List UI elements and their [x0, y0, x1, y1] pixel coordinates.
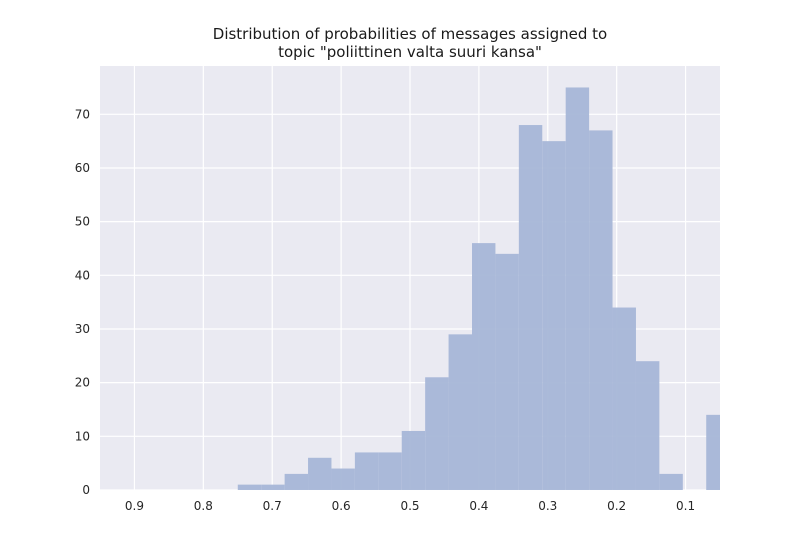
histogram-bar	[331, 468, 355, 490]
x-tick-label: 0.4	[469, 499, 488, 513]
histogram-bar	[308, 457, 332, 490]
histogram-bar	[565, 87, 590, 490]
y-tick-label: 30	[75, 322, 90, 336]
histogram-bar	[495, 253, 519, 490]
histogram-bar	[378, 452, 402, 490]
histogram-bar	[635, 361, 660, 490]
x-tick-label: 0.9	[125, 499, 144, 513]
y-tick-label: 50	[75, 215, 90, 229]
y-tick-label: 10	[75, 429, 90, 443]
histogram-bar	[518, 125, 543, 491]
histogram-bar	[612, 307, 636, 490]
x-tick-label: 0.5	[400, 499, 419, 513]
histogram-bar	[261, 484, 285, 490]
histogram-bar	[237, 484, 262, 490]
histogram-bar	[472, 243, 496, 490]
histogram-bar	[448, 334, 472, 490]
x-tick-label: 0.8	[194, 499, 213, 513]
histogram-bar	[706, 414, 720, 490]
y-tick-label: 0	[82, 483, 90, 497]
x-tick-label: 0.7	[263, 499, 282, 513]
histogram-bar	[589, 130, 613, 490]
histogram-bar	[401, 430, 426, 490]
histogram-bar	[354, 452, 379, 490]
chart-title-line-1: Distribution of probabilities of message…	[212, 25, 608, 43]
x-tick-label: 0.2	[607, 499, 626, 513]
chart-title-line-2: topic "poliittinen valta suuri kansa"	[278, 43, 542, 61]
x-tick-label: 0.1	[676, 499, 695, 513]
histogram-bar	[659, 473, 683, 490]
y-tick-label: 70	[75, 107, 90, 121]
y-tick-label: 40	[75, 268, 90, 282]
x-tick-label: 0.6	[332, 499, 351, 513]
histogram-bar	[542, 141, 566, 491]
y-tick-label: 20	[75, 376, 90, 390]
histogram-bar	[284, 473, 309, 490]
x-tick-label: 0.3	[538, 499, 557, 513]
histogram-bar	[425, 377, 449, 490]
y-tick-label: 60	[75, 161, 90, 175]
